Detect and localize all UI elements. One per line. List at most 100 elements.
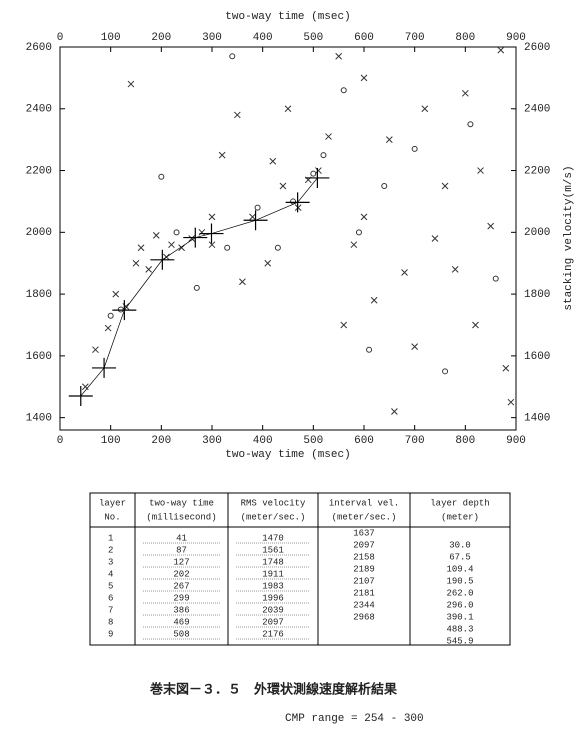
point-cross <box>451 266 459 273</box>
table-cell: 1996 <box>262 593 284 603</box>
table-cell: 87 <box>176 545 187 555</box>
table-cell: 3 <box>108 557 113 567</box>
x-tick-label: 500 <box>303 435 323 447</box>
point-circle <box>254 204 261 211</box>
table-cell: 488.3 <box>446 624 473 634</box>
x-tick-label: 600 <box>354 32 374 44</box>
table-cell: 190.5 <box>446 576 473 586</box>
pick-cross <box>199 223 224 244</box>
point-cross <box>104 324 112 332</box>
table-cell: 5 <box>108 581 113 591</box>
x-tick-label: 400 <box>253 435 273 447</box>
point-cross <box>441 182 449 190</box>
point-cross <box>112 290 120 298</box>
table-cell: 2 <box>108 545 113 555</box>
point-cross <box>233 111 241 119</box>
point-cross <box>507 398 515 406</box>
point-cross <box>391 408 398 415</box>
table-cell: 1470 <box>262 533 284 543</box>
cmp-range: CMP range = 254 - 300 <box>285 713 424 725</box>
point-circle <box>381 182 388 189</box>
point-cross <box>145 266 153 273</box>
table-cell: 386 <box>173 605 189 615</box>
point-cross <box>385 136 393 144</box>
point-cross <box>81 383 89 391</box>
y-tick-label: 2400 <box>26 104 52 116</box>
table-cell: 508 <box>173 629 189 639</box>
table-cell: 2158 <box>353 552 375 562</box>
point-cross <box>92 346 99 354</box>
x-tick-label: 700 <box>405 32 425 44</box>
pick-cross <box>305 167 330 188</box>
pick-cross <box>150 249 175 270</box>
point-cross <box>249 213 256 221</box>
point-circle <box>340 87 347 94</box>
table-header: interval vel. <box>329 498 399 508</box>
x-tick-label: 700 <box>405 435 425 447</box>
point-cross <box>264 259 272 267</box>
table-cell: 202 <box>173 569 189 579</box>
x-tick-label: 900 <box>506 435 526 447</box>
point-cross <box>487 222 495 230</box>
table-cell: 262.0 <box>446 588 473 598</box>
x-tick-label: 400 <box>253 32 273 44</box>
point-cross <box>198 228 206 236</box>
x-tick-label: 0 <box>57 435 64 447</box>
table-cell: 1983 <box>262 581 284 591</box>
table-cell: 2107 <box>353 576 375 586</box>
point-circle <box>117 306 124 313</box>
y-tick-label: 1600 <box>26 351 52 363</box>
x-tick-label: 100 <box>101 32 121 44</box>
point-circle <box>193 284 200 291</box>
point-circle <box>366 346 373 353</box>
point-cross <box>132 259 140 267</box>
point-cross <box>239 278 246 286</box>
point-cross <box>335 52 343 60</box>
point-circle <box>173 229 180 236</box>
table-header: two-way time <box>149 498 214 508</box>
x-tick-label: 900 <box>506 32 526 44</box>
table-cell: 1 <box>108 533 113 543</box>
table-cell: 7 <box>108 605 113 615</box>
table-cell: 2189 <box>353 564 375 574</box>
table-cell: 109.4 <box>446 564 473 574</box>
point-cross <box>127 80 135 88</box>
y-tick-label: 2000 <box>524 227 550 239</box>
y-tick-label: 2200 <box>524 165 550 177</box>
table-cell: 6 <box>108 593 113 603</box>
x-tick-label: 800 <box>455 435 475 447</box>
table-cell: 390.1 <box>446 612 473 622</box>
table-header: No. <box>104 512 120 522</box>
y-tick-label: 1400 <box>26 413 52 425</box>
table-cell: 2344 <box>353 600 375 610</box>
y-tick-label: 2400 <box>524 104 550 116</box>
point-cross <box>279 182 287 190</box>
x-title-top: two-way time (msec) <box>225 11 350 23</box>
table-cell: 41 <box>176 533 187 543</box>
point-cross <box>477 167 484 174</box>
y-tick-label: 1400 <box>524 413 550 425</box>
pick-cross <box>183 227 208 248</box>
table-cell: 2181 <box>353 588 375 598</box>
point-cross <box>350 241 358 249</box>
y-tick-label: 1800 <box>524 289 550 301</box>
y-title: stacking velocity(m/s) <box>563 165 575 310</box>
point-circle <box>411 145 418 152</box>
table-cell: 1637 <box>353 528 375 538</box>
point-cross <box>360 74 368 82</box>
point-cross <box>431 235 439 242</box>
y-tick-label: 1600 <box>524 351 550 363</box>
pick-cross <box>285 192 310 213</box>
table-cell: 267 <box>173 581 189 591</box>
table-cell: 469 <box>173 617 189 627</box>
point-cross <box>218 151 226 159</box>
point-circle <box>274 244 281 251</box>
table-header: layer <box>99 498 126 508</box>
table-header: (meter/sec.) <box>241 512 306 522</box>
table-cell: 30.0 <box>449 540 471 550</box>
point-cross <box>269 157 277 165</box>
x-tick-label: 300 <box>202 32 222 44</box>
point-cross <box>168 241 175 249</box>
